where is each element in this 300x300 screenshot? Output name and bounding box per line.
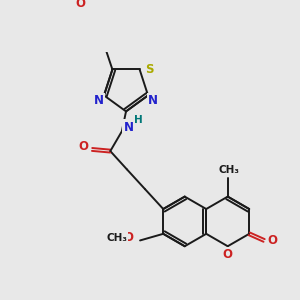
Text: O: O [124, 232, 134, 244]
Text: S: S [145, 63, 154, 76]
Text: N: N [124, 121, 134, 134]
Text: H: H [134, 115, 143, 125]
Text: O: O [267, 234, 278, 247]
Text: O: O [79, 140, 89, 154]
Text: O: O [223, 248, 233, 261]
Text: N: N [94, 94, 104, 107]
Text: O: O [75, 0, 85, 10]
Text: N: N [148, 94, 158, 107]
Text: CH₃: CH₃ [106, 233, 128, 243]
Text: CH₃: CH₃ [219, 165, 240, 175]
